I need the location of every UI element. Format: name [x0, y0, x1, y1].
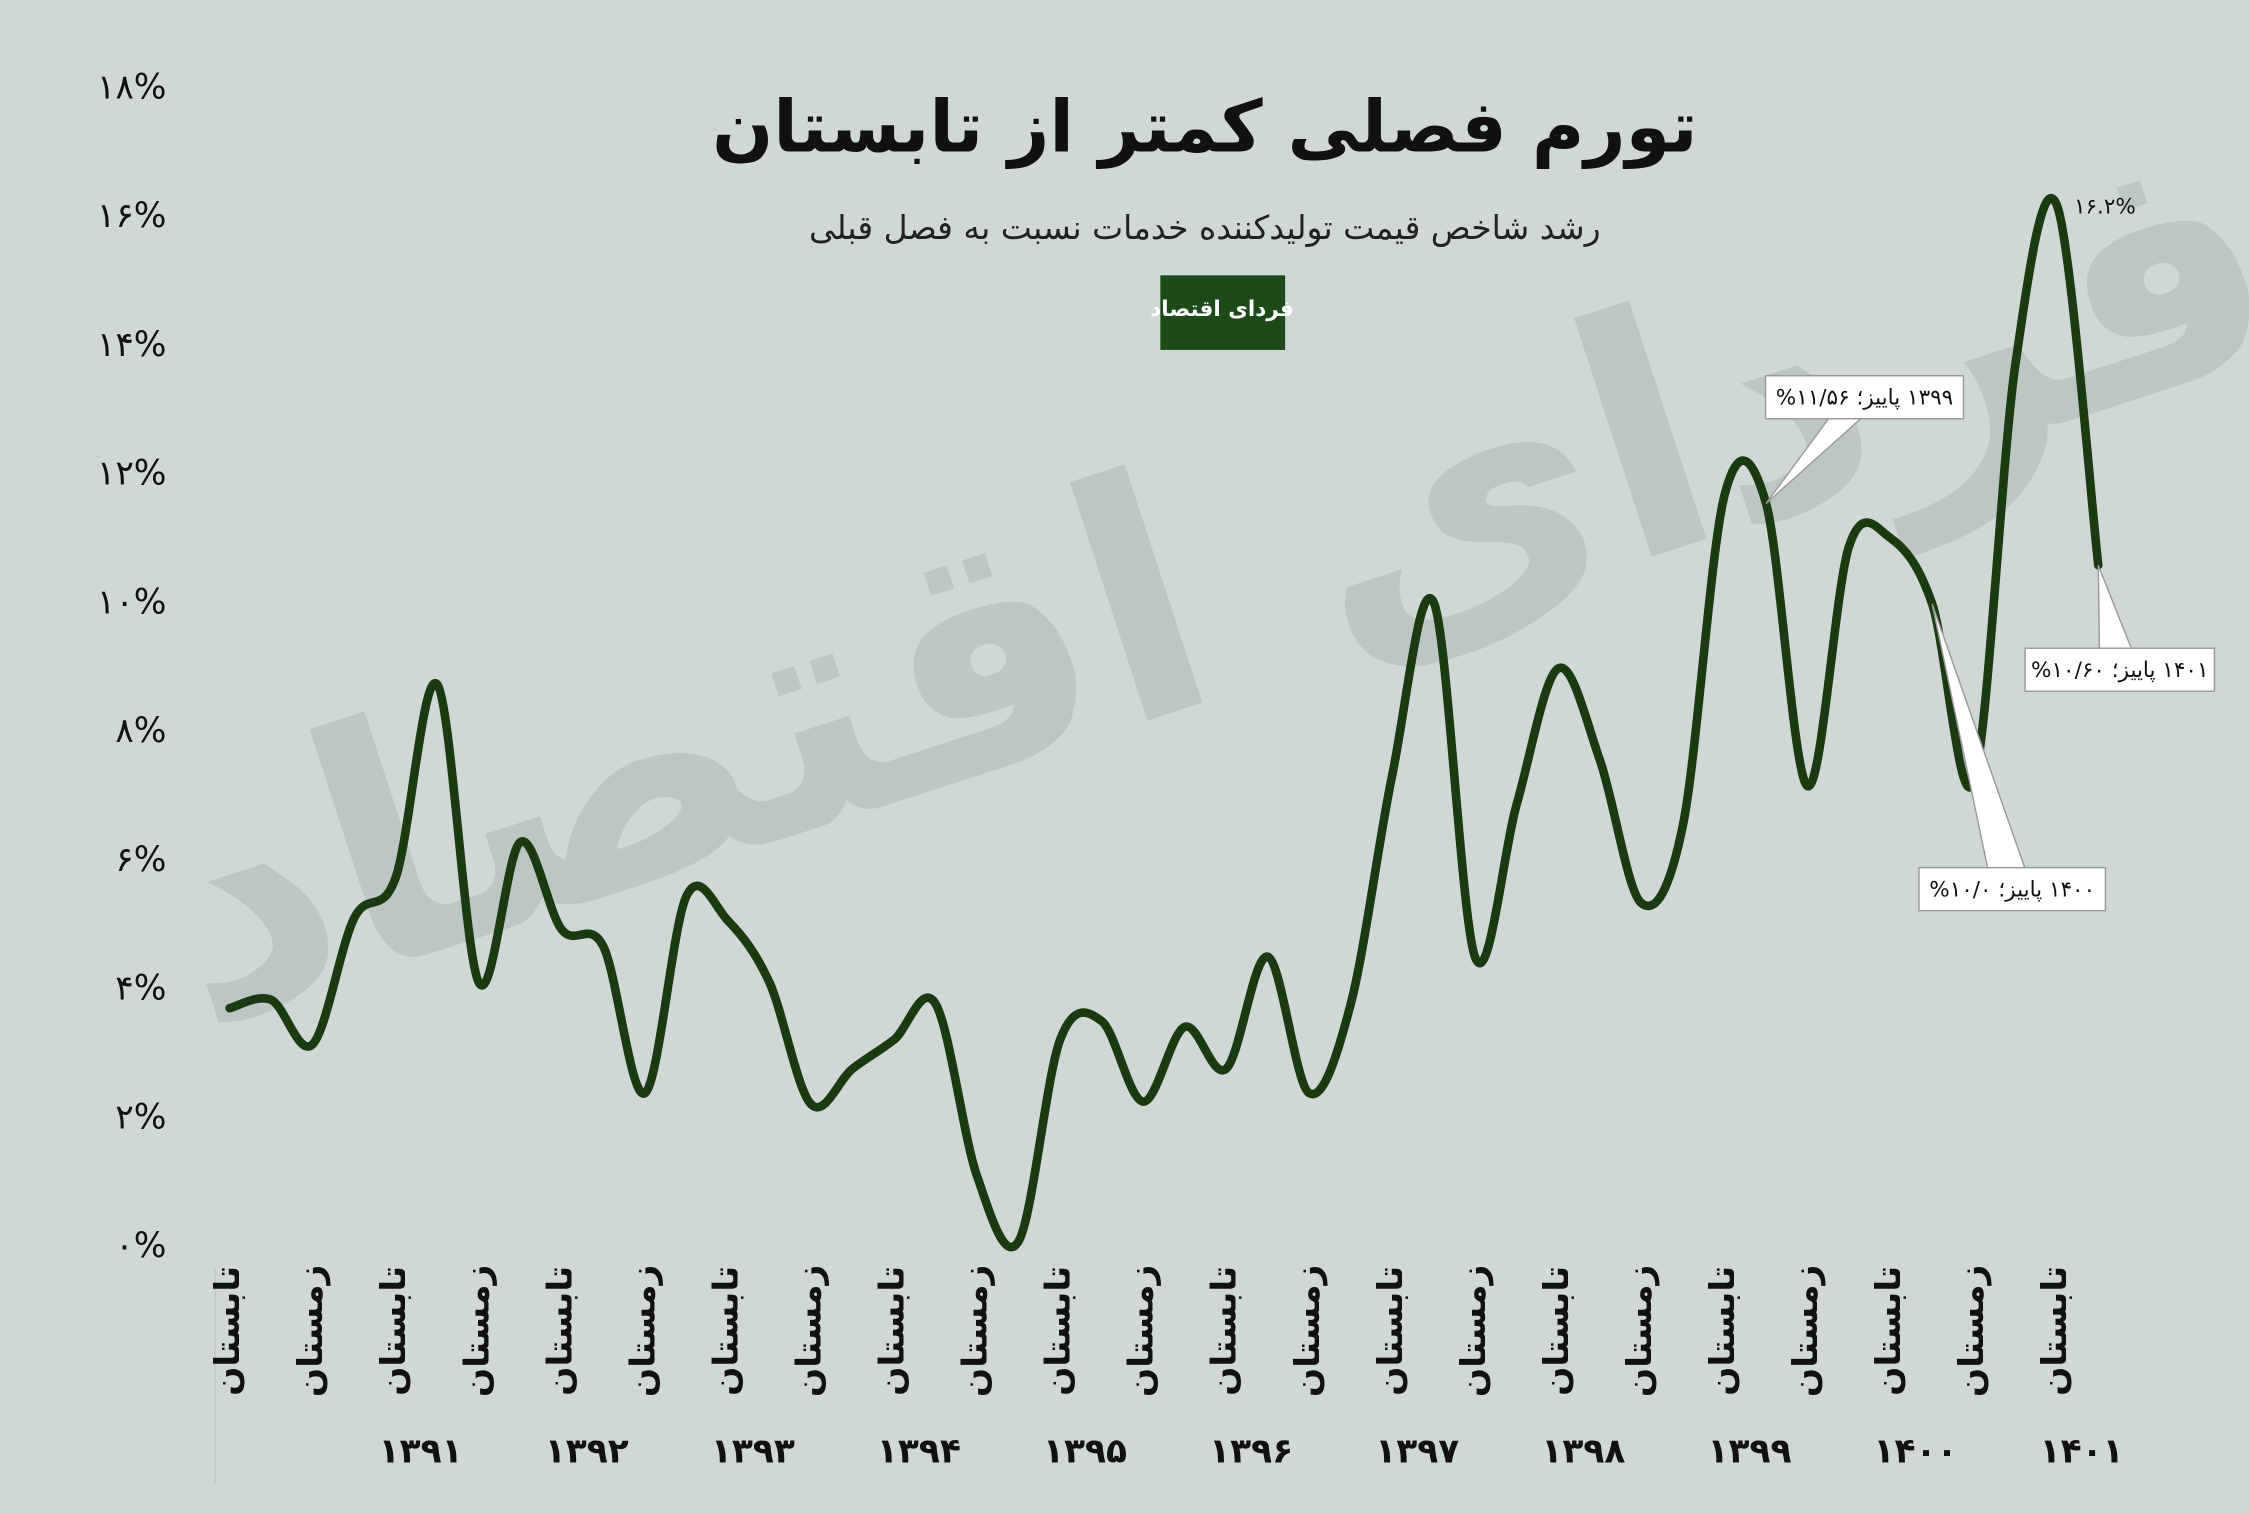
year-label: ۱۳۹۹	[1707, 1431, 1791, 1471]
y-tick-label: ۴%	[115, 969, 166, 1009]
logo-box	[1160, 275, 1286, 350]
year-label: ۱۳۹۷	[1375, 1431, 1459, 1471]
y-tick-label: ۱۶%	[97, 196, 167, 236]
x-tick-label: زمستان	[1122, 1265, 1162, 1397]
year-label: ۱۳۹۳	[711, 1431, 795, 1471]
x-tick-label: تابستان	[1371, 1266, 1411, 1396]
y-tick-label: ۲%	[115, 1097, 166, 1137]
chart-title: تورم فصلی کمتر از تابستان	[712, 84, 1697, 169]
x-tick-label: زمستان	[956, 1265, 996, 1397]
x-tick-label: تابستان	[374, 1266, 414, 1396]
x-tick-label: تابستان	[1869, 1266, 1909, 1396]
y-tick-label: ۶%	[115, 840, 166, 880]
x-tick-label: تابستان	[1537, 1266, 1577, 1396]
chart-subtitle: رشد شاخص قیمت تولیدکننده خدمات نسبت به ف…	[809, 208, 1601, 248]
year-label: ۱۳۹۶	[1209, 1431, 1293, 1471]
x-tick-label: تابستان	[1703, 1266, 1743, 1396]
y-tick-label: ۱۸%	[97, 67, 167, 107]
x-tick-label: زمستان	[1786, 1265, 1826, 1397]
x-tick-label: تابستان	[706, 1266, 746, 1396]
y-tick-label: ۱۴%	[97, 325, 167, 365]
year-label: ۱۴۰۰	[1874, 1431, 1958, 1471]
logo: فردای اقتصاد	[1150, 297, 1294, 322]
data-label: ۱۳۹۹ پاییز؛ ۱۱/۵۶%	[1776, 386, 1953, 411]
year-label: ۱۳۹۸	[1541, 1431, 1625, 1471]
callout-box	[2024, 647, 2216, 692]
x-tick-label: تابستان	[873, 1266, 913, 1396]
year-label: ۱۳۹۵	[1043, 1431, 1127, 1471]
x-tick-label: زمستان	[457, 1265, 497, 1397]
x-tick-label: تابستان	[208, 1266, 248, 1396]
x-tick-label: تابستان	[2035, 1266, 2075, 1396]
callout-box	[1764, 375, 1965, 420]
year-label: ۱۳۹۲	[545, 1431, 629, 1471]
y-tick-label: ۰%	[115, 1226, 166, 1266]
year-label: ۱۳۹۴	[877, 1431, 961, 1471]
x-tick-label: تابستان	[1039, 1266, 1079, 1396]
year-label: ۱۳۹۱	[379, 1431, 463, 1471]
x-tick-label: تابستان	[540, 1266, 580, 1396]
data-label: ۱۶.۲%	[2074, 195, 2136, 220]
y-tick-label: ۱۰%	[97, 582, 167, 622]
y-tick-label: ۱۲%	[97, 454, 167, 494]
callout-box	[1918, 866, 2107, 912]
x-tick-label: زمستان	[291, 1265, 331, 1397]
data-label: ۱۴۰۰ پاییز؛ ۱۰/۰%	[1929, 878, 2095, 903]
x-tick-label: زمستان	[1952, 1265, 1992, 1397]
data-label: ۱۴۰۱ پاییز؛ ۱۰/۶۰%	[2031, 658, 2208, 683]
x-tick-label: زمستان	[789, 1265, 829, 1397]
x-tick-label: زمستان	[1620, 1265, 1660, 1397]
x-tick-label: زمستان	[1288, 1265, 1328, 1397]
x-tick-label: زمستان	[623, 1265, 663, 1397]
year-label: ۱۴۰۱	[2040, 1431, 2124, 1471]
y-tick-label: ۸%	[115, 711, 166, 751]
data-line	[225, 193, 2103, 1252]
x-tick-label: زمستان	[1454, 1265, 1494, 1397]
x-tick-label: تابستان	[1205, 1266, 1245, 1396]
